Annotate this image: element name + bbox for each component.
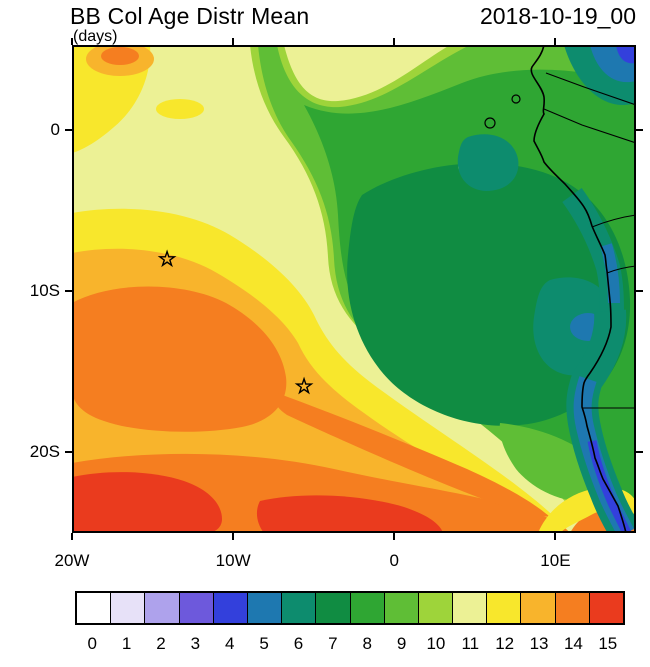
colorbar-cell [77, 593, 111, 623]
axis-tick [393, 533, 396, 540]
axis-tick [636, 290, 643, 293]
axis-tick [636, 451, 643, 454]
axis-tick [554, 38, 557, 45]
country-border [606, 265, 637, 274]
colorbar-cell [349, 593, 384, 623]
axis-tick [636, 129, 643, 132]
colorbar-tick-label: 1 [121, 634, 132, 653]
contour-region-level-15-south [256, 495, 443, 533]
plot-date: 2018-10-19_00 [479, 3, 636, 29]
star-marker [294, 376, 314, 395]
colorbar-tick-label: 6 [293, 634, 304, 653]
x-axis-tick-label: 10W [215, 551, 251, 570]
plot-frame [72, 45, 636, 533]
map-area [72, 42, 640, 542]
colorbar-cell [281, 593, 316, 623]
axis-tick [232, 533, 235, 540]
colorbar-cell [144, 593, 179, 623]
contour-region-level-9-se-wedge [499, 423, 612, 502]
contour-region-level-6 [457, 134, 519, 191]
colorbar-tick-label: 15 [598, 634, 618, 653]
colorbar-tick-label: 4 [224, 634, 235, 653]
coastal-band-level-5 [600, 243, 620, 304]
contour-region-level-14-topleft [101, 47, 139, 65]
colorbar-tick-label: 14 [563, 634, 583, 653]
colorbar-tick-label: 2 [156, 634, 166, 653]
axis-tick [65, 129, 72, 132]
contour-region-level-4-ne [616, 45, 636, 64]
colorbar-cell [554, 593, 589, 623]
colorbar-tick-label: 11 [461, 634, 480, 653]
colorbar-cell [212, 593, 247, 623]
colorbar-tick-label: 12 [495, 634, 515, 653]
colorbar-tick-label: 5 [259, 634, 269, 653]
colorbar-tick-label: 0 [87, 634, 97, 653]
colorbar-cell [383, 593, 418, 623]
island-outline [484, 117, 496, 129]
contour-region-level-14-tongue [274, 393, 550, 517]
colorbar-tick-label: 9 [396, 634, 407, 653]
country-border [591, 214, 637, 228]
colorbar-tick-label: 10 [426, 634, 446, 653]
axis-tick [65, 290, 72, 293]
colorbar [75, 591, 625, 625]
contour-region-level-14-blob [72, 286, 287, 432]
colorbar-tick-label: 8 [362, 634, 372, 653]
coastline [530, 44, 627, 534]
axis-tick [65, 451, 72, 454]
y-axis-tick-label: 10S [29, 281, 60, 301]
x-axis-tick-label: 20W [54, 551, 90, 570]
contour-spot-level-12 [156, 99, 204, 119]
contour-region-level-15-sw [72, 472, 222, 533]
star-marker [157, 249, 177, 268]
axis-tick [232, 38, 235, 45]
country-border [543, 108, 637, 144]
country-border [545, 72, 637, 106]
x-axis-tick-label: 0 [389, 551, 400, 570]
colorbar-cell [417, 593, 453, 623]
island-outline [511, 94, 521, 104]
x-axis-tick-label: 10E [540, 551, 571, 570]
colorbar-cell [178, 593, 213, 623]
colorbar-cell [520, 593, 555, 623]
colorbar-labels: 0 1 2 3 4 5 6 7 8 9 10 11 12 13 14 15 [75, 634, 625, 654]
contour-map [72, 42, 640, 542]
colorbar-cell [588, 593, 623, 623]
axis-tick [71, 533, 73, 540]
colorbar-cell [315, 593, 350, 623]
y-axis-tick-label: 20S [29, 442, 60, 462]
colorbar-cell [452, 593, 487, 623]
colorbar-tick-label: 7 [328, 634, 338, 653]
axis-tick [554, 533, 557, 540]
colorbar-tick-label: 3 [190, 634, 201, 653]
y-axis-tick-label: 0 [50, 120, 60, 140]
colorbar-cell [486, 593, 521, 623]
plot-units-label: (days) [73, 28, 118, 45]
axis-tick [71, 38, 73, 45]
axis-tick [393, 38, 396, 45]
plot-title: BB Col Age Distr Mean [70, 3, 310, 29]
colorbar-tick-label: 13 [529, 634, 549, 653]
colorbar-cell [246, 593, 282, 623]
colorbar-cell [110, 593, 145, 623]
